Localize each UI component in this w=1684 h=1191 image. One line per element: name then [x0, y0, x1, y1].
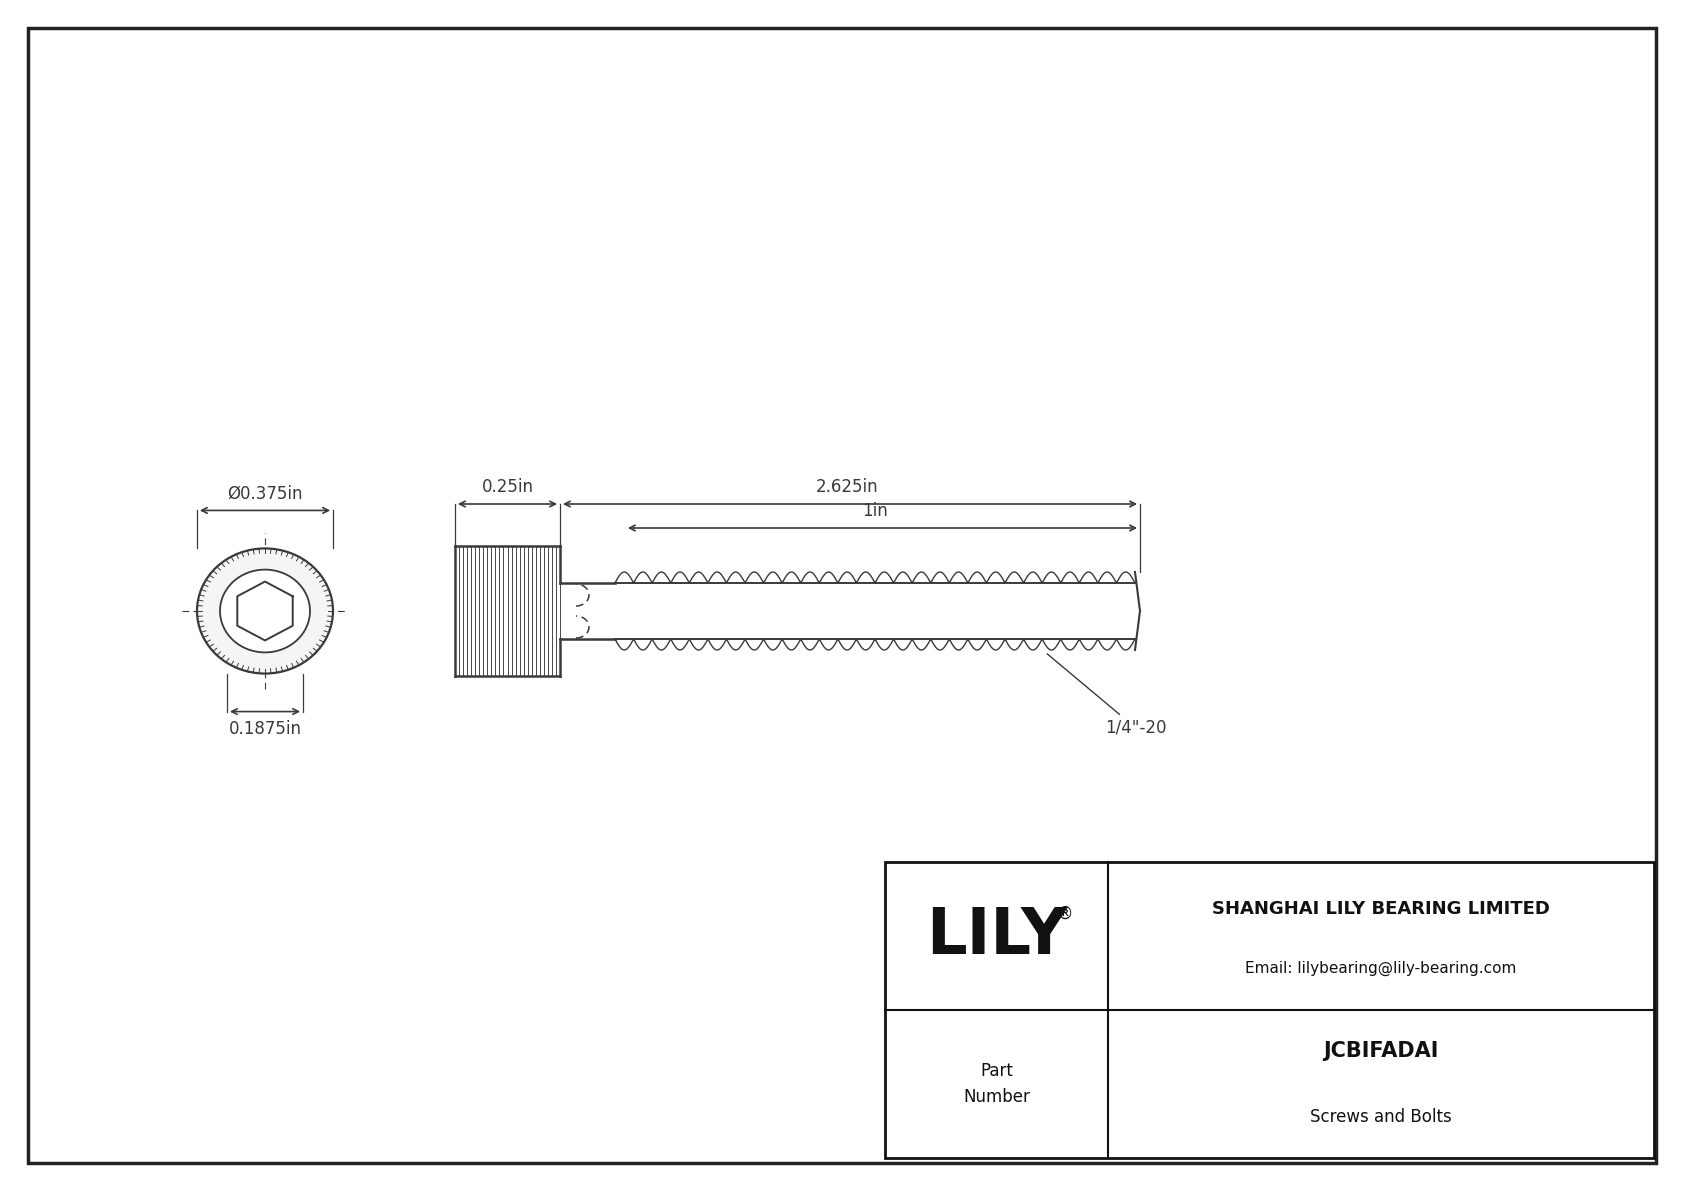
- Text: 0.1875in: 0.1875in: [229, 719, 301, 737]
- Ellipse shape: [221, 569, 310, 653]
- Ellipse shape: [197, 548, 333, 674]
- Polygon shape: [983, 913, 1026, 959]
- Ellipse shape: [977, 912, 1004, 960]
- Text: 2.625in: 2.625in: [817, 478, 879, 495]
- Text: Screws and Bolts: Screws and Bolts: [1310, 1108, 1452, 1125]
- Text: LILY: LILY: [926, 905, 1068, 967]
- Text: 1/4"-20: 1/4"-20: [1047, 654, 1167, 737]
- Bar: [886, 862, 1654, 1158]
- Text: Email: lilybearing@lily-bearing.com: Email: lilybearing@lily-bearing.com: [1244, 961, 1517, 977]
- Text: JCBIFADAI: JCBIFADAI: [1324, 1041, 1438, 1061]
- Polygon shape: [1021, 937, 1622, 1134]
- Text: Ø0.375in: Ø0.375in: [227, 485, 303, 503]
- Text: 1in: 1in: [862, 501, 887, 520]
- Text: 0.25in: 0.25in: [482, 478, 534, 495]
- Text: SHANGHAI LILY BEARING LIMITED: SHANGHAI LILY BEARING LIMITED: [1212, 900, 1549, 918]
- Text: ®: ®: [1056, 905, 1073, 923]
- Text: Part
Number: Part Number: [963, 1062, 1031, 1106]
